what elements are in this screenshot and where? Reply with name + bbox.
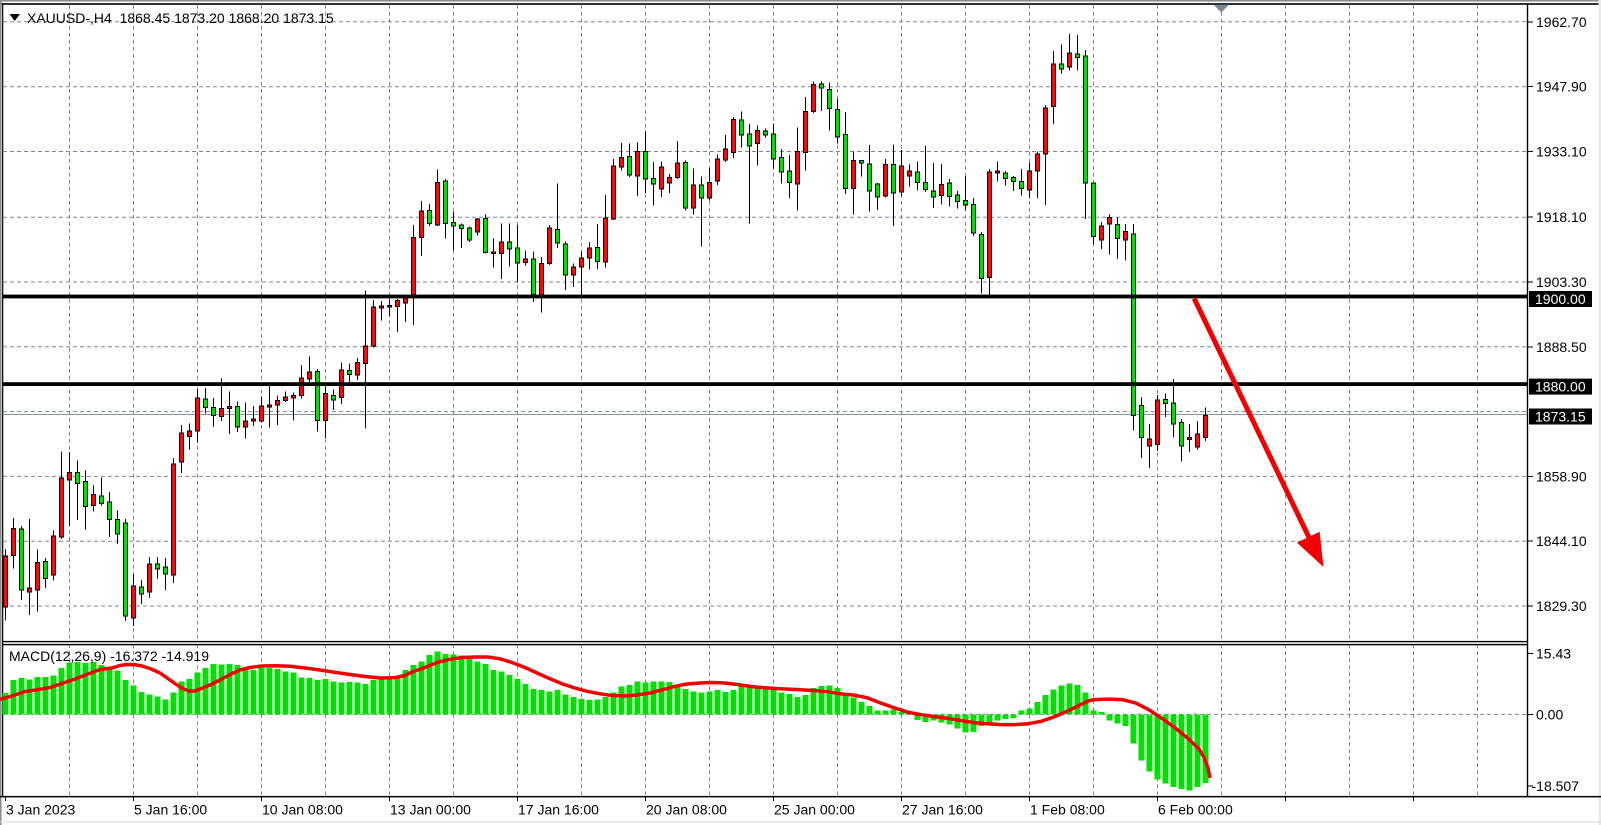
svg-text:1903.30: 1903.30 <box>1536 274 1587 290</box>
svg-text:MACD(12,26,9) -16.372 -14.919: MACD(12,26,9) -16.372 -14.919 <box>9 648 209 664</box>
svg-text:1900.00: 1900.00 <box>1535 291 1586 307</box>
svg-text:5 Jan 16:00: 5 Jan 16:00 <box>134 802 207 818</box>
svg-text:1844.10: 1844.10 <box>1536 533 1587 549</box>
svg-text:15.43: 15.43 <box>1536 646 1571 662</box>
svg-text:27 Jan 16:00: 27 Jan 16:00 <box>902 802 983 818</box>
svg-text:17 Jan 16:00: 17 Jan 16:00 <box>518 802 599 818</box>
svg-text:20 Jan 08:00: 20 Jan 08:00 <box>646 802 727 818</box>
svg-text:1933.10: 1933.10 <box>1536 144 1587 160</box>
svg-text:1962.70: 1962.70 <box>1536 14 1587 30</box>
svg-text:1947.90: 1947.90 <box>1536 79 1587 95</box>
svg-text:1858.90: 1858.90 <box>1536 468 1587 484</box>
svg-text:1880.00: 1880.00 <box>1535 379 1586 395</box>
svg-text:10 Jan 08:00: 10 Jan 08:00 <box>262 802 343 818</box>
svg-text:1 Feb 08:00: 1 Feb 08:00 <box>1030 802 1105 818</box>
svg-text:3 Jan 2023: 3 Jan 2023 <box>6 802 75 818</box>
svg-text:25 Jan 00:00: 25 Jan 00:00 <box>774 802 855 818</box>
svg-text:1918.10: 1918.10 <box>1536 209 1587 225</box>
svg-text:1888.50: 1888.50 <box>1536 339 1587 355</box>
svg-text:-18.507: -18.507 <box>1532 778 1580 794</box>
svg-text:13 Jan 00:00: 13 Jan 00:00 <box>390 802 471 818</box>
svg-text:XAUUSD-,H4 1868.45 1873.20 18: XAUUSD-,H4 1868.45 1873.20 1868.20 1873.… <box>27 10 334 26</box>
svg-text:6 Feb 00:00: 6 Feb 00:00 <box>1158 802 1233 818</box>
svg-text:0.00: 0.00 <box>1536 706 1563 722</box>
svg-text:1829.30: 1829.30 <box>1536 598 1587 614</box>
svg-text:1873.15: 1873.15 <box>1535 409 1586 425</box>
